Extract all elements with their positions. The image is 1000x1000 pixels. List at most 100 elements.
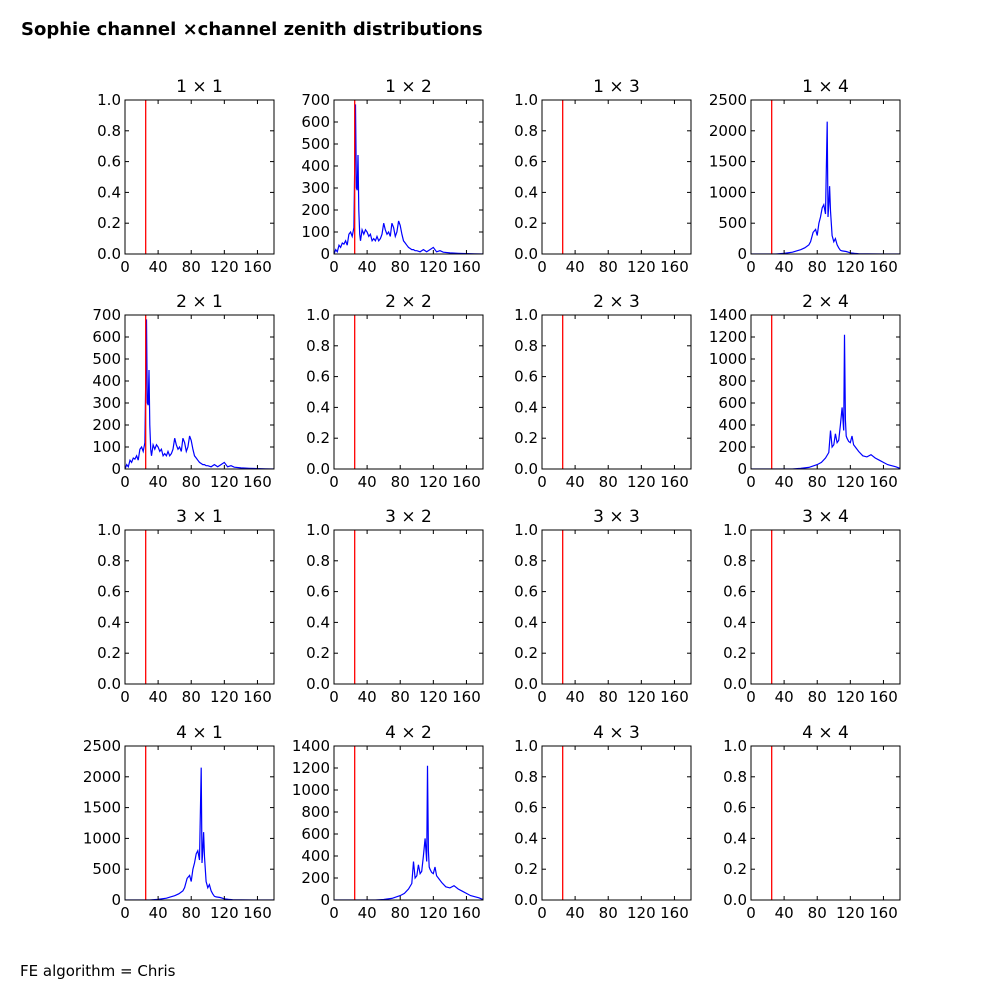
- axes-frame: [333, 314, 484, 470]
- x-tick-label: 160: [660, 258, 689, 276]
- x-tick-label: 120: [627, 904, 656, 922]
- y-tick-label: 1.0: [97, 521, 121, 539]
- x-tick-label: 80: [599, 904, 618, 922]
- x-tick-label: 0: [120, 473, 130, 491]
- x-tick-label: 120: [210, 904, 239, 922]
- y-tick-label: 0: [111, 460, 121, 478]
- y-tick-label: 300: [301, 179, 330, 197]
- y-tick-label: 0.8: [514, 552, 538, 570]
- x-tick-label: 80: [182, 258, 201, 276]
- x-tick-label: 160: [243, 688, 272, 706]
- x-tick-label: 160: [660, 473, 689, 491]
- y-tick-label: 400: [301, 157, 330, 175]
- subplot-2-2: 2 × 2 0 40 80 120 160 0.0 0.2 0.4 0.6 0.8 1.0: [306, 292, 484, 491]
- x-tick-label: 40: [149, 473, 168, 491]
- subplot-title: 1 × 4: [802, 77, 849, 97]
- x-tick-label: 0: [746, 688, 756, 706]
- x-tick-label: 40: [149, 688, 168, 706]
- y-tick-label: 100: [92, 438, 121, 456]
- subplot-3-3: 3 × 3 0 40 80 120 160 0.0 0.2 0.4 0.6 0.8 1.0: [514, 507, 692, 706]
- y-tick-label: 800: [718, 372, 747, 390]
- x-tick-label: 40: [149, 258, 168, 276]
- y-tick-label: 0.0: [306, 675, 330, 693]
- axes-frame: [750, 529, 901, 685]
- y-tick-label: 100: [301, 223, 330, 241]
- subplot-2-1: 2 × 1 0 40 80 120 160 0 100 200 300 400 500 600 700: [92, 292, 275, 491]
- figure-title: Sophie channel ×channel zenith distribut…: [21, 19, 483, 40]
- y-tick-label: 2000: [83, 768, 121, 786]
- axes-frame: [541, 745, 692, 901]
- y-tick-label: 0.6: [723, 583, 747, 601]
- x-tick-label: 120: [419, 473, 448, 491]
- x-tick-label: 80: [391, 473, 410, 491]
- y-tick-label: 0.4: [514, 398, 538, 416]
- axes-frame: [333, 99, 484, 255]
- x-tick-label: 160: [452, 904, 481, 922]
- y-tick-label: 0.0: [514, 675, 538, 693]
- x-tick-label: 40: [358, 904, 377, 922]
- x-tick-label: 80: [808, 904, 827, 922]
- x-tick-label: 160: [452, 473, 481, 491]
- y-tick-label: 0.0: [97, 675, 121, 693]
- subplot-title: 3 × 3: [593, 507, 640, 527]
- y-tick-label: 1.0: [514, 521, 538, 539]
- y-tick-label: 1000: [292, 781, 330, 799]
- x-tick-label: 160: [243, 258, 272, 276]
- subplot-4-4: 4 × 4 0 40 80 120 160 0.0 0.2 0.4 0.6 0.8 1.0: [723, 723, 901, 922]
- y-tick-label: 0.0: [514, 245, 538, 263]
- y-tick-label: 1.0: [306, 521, 330, 539]
- y-tick-label: 0.0: [306, 460, 330, 478]
- x-tick-label: 0: [537, 258, 547, 276]
- x-tick-label: 0: [537, 688, 547, 706]
- y-tick-label: 0.2: [723, 644, 747, 662]
- subplot-4-1: 4 × 1 0 40 80 120 160 0 500 1000 1500 2000 2500: [83, 723, 275, 922]
- x-tick-label: 120: [836, 688, 865, 706]
- x-tick-label: 120: [627, 258, 656, 276]
- series-line: [751, 121, 900, 254]
- subplot-title: 4 × 2: [385, 723, 432, 743]
- y-tick-label: 0.2: [306, 644, 330, 662]
- subplot-title: 1 × 2: [385, 77, 432, 97]
- x-tick-label: 0: [746, 258, 756, 276]
- x-tick-label: 0: [120, 688, 130, 706]
- x-tick-label: 120: [210, 473, 239, 491]
- x-tick-label: 80: [808, 688, 827, 706]
- y-tick-label: 500: [301, 135, 330, 153]
- x-tick-label: 80: [391, 904, 410, 922]
- y-tick-label: 600: [718, 394, 747, 412]
- x-tick-label: 120: [419, 904, 448, 922]
- x-tick-label: 80: [391, 258, 410, 276]
- footnote: FE algorithm = Chris: [20, 962, 176, 980]
- y-tick-label: 0.4: [514, 613, 538, 631]
- x-tick-label: 40: [149, 904, 168, 922]
- x-tick-label: 0: [746, 904, 756, 922]
- subplot-3-4: 3 × 4 0 40 80 120 160 0.0 0.2 0.4 0.6 0.8 1.0: [723, 507, 901, 706]
- subplot-title: 4 × 4: [802, 723, 849, 743]
- y-tick-label: 1000: [709, 350, 747, 368]
- x-tick-label: 80: [391, 688, 410, 706]
- y-tick-label: 0.4: [723, 613, 747, 631]
- subplot-title: 3 × 4: [802, 507, 849, 527]
- y-tick-label: 1200: [709, 328, 747, 346]
- y-tick-label: 0.8: [514, 122, 538, 140]
- series-line: [125, 319, 274, 469]
- y-tick-label: 0.4: [306, 398, 330, 416]
- subplot-4-2: 4 × 2 0 40 80 120 160 0 200 400 600 800 1000 1200 140…: [292, 723, 484, 922]
- x-tick-label: 80: [182, 904, 201, 922]
- subplot-1-2: 1 × 2 0 40 80 120 160 0 100 200 300 400 500 600 700: [301, 77, 484, 276]
- y-tick-label: 1.0: [723, 737, 747, 755]
- axes-frame: [541, 314, 692, 470]
- y-tick-label: 0.4: [514, 183, 538, 201]
- subplot-4-3: 4 × 3 0 40 80 120 160 0.0 0.2 0.4 0.6 0.8 1.0: [514, 723, 692, 922]
- x-tick-label: 0: [329, 473, 339, 491]
- y-tick-label: 0.8: [514, 337, 538, 355]
- axes-frame: [750, 314, 901, 470]
- x-tick-label: 80: [599, 688, 618, 706]
- x-tick-label: 160: [869, 258, 898, 276]
- x-tick-label: 160: [452, 688, 481, 706]
- axes-frame: [333, 745, 484, 901]
- subplot-title: 3 × 1: [176, 507, 223, 527]
- subplot-1-4: 1 × 4 0 40 80 120 160 0 500 1000 1500 2000 2500: [709, 77, 901, 276]
- axes-frame: [333, 529, 484, 685]
- axes-frame: [124, 99, 275, 255]
